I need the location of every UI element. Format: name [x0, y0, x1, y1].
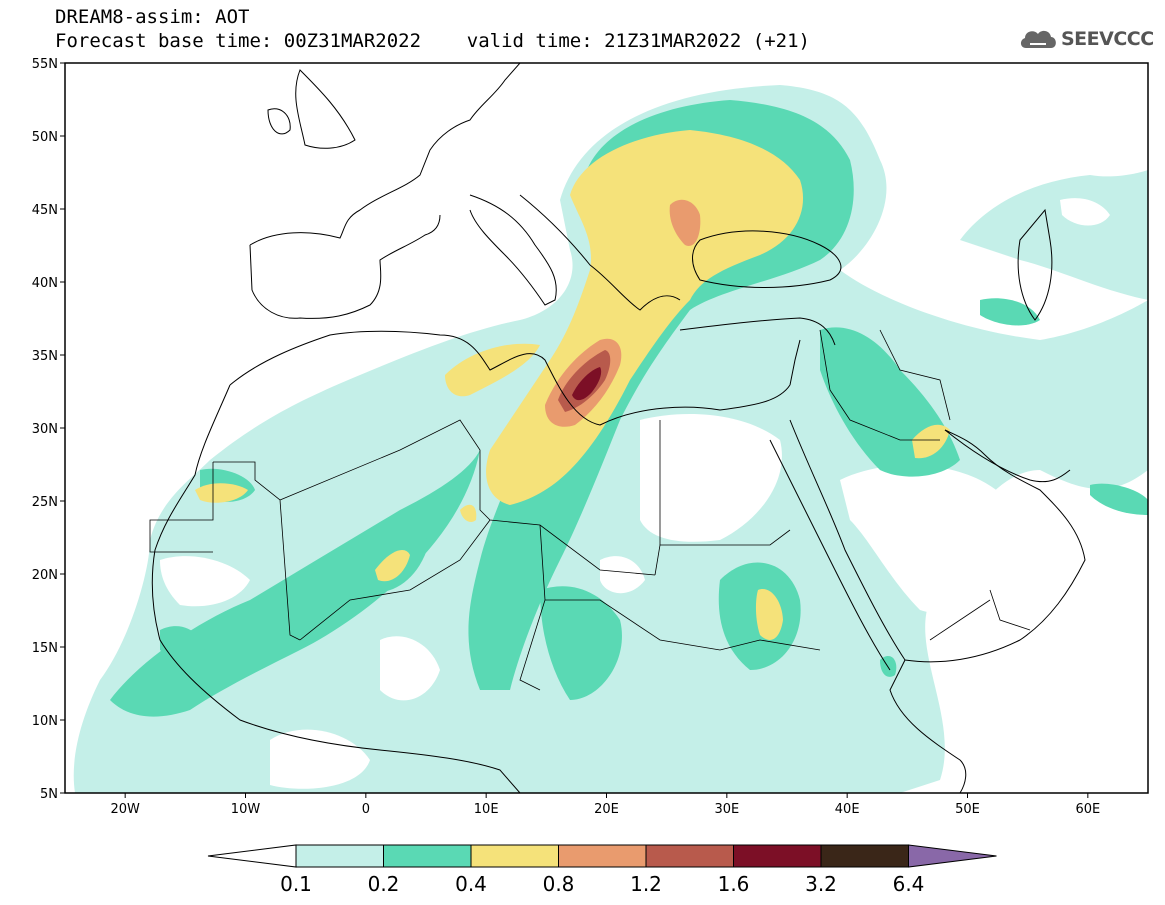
colorbar-label: 0.4 — [455, 872, 487, 896]
colorbar-label: 0.2 — [368, 872, 400, 896]
lat-tick-label: 45N — [32, 203, 58, 218]
longitude-axis: 20W 10W 0 10E 20E 30E 40E 50E 60E — [110, 793, 1100, 817]
lon-tick-label: 30E — [714, 802, 739, 817]
lon-tick-label: 60E — [1075, 802, 1100, 817]
colorbar-label: 3.2 — [805, 872, 837, 896]
lon-tick-label: 10E — [474, 802, 499, 817]
latitude-axis: 55N 50N 45N 40N 35N 30N 25N 20N 15N 10N 5N — [32, 57, 65, 802]
lat-tick-label: 10N — [32, 714, 58, 729]
lon-tick-label: 50E — [955, 802, 980, 817]
aot-level-1.6 — [572, 367, 602, 401]
lon-tick-label: 10W — [231, 802, 261, 817]
country-borders — [149, 329, 1031, 691]
aot-field — [73, 85, 1148, 793]
colorbar-segment — [295, 844, 384, 868]
cloud-icon — [1020, 30, 1056, 48]
lat-tick-label: 15N — [32, 641, 58, 656]
map-title: DREAM8-assim: AOT — [55, 6, 250, 28]
colorbar-label: 1.6 — [718, 872, 750, 896]
lat-tick-label: 40N — [32, 276, 58, 291]
colorbar-segment — [470, 844, 559, 868]
colorbar: 0.1 0.2 0.4 0.8 1.2 1.6 3.2 6.4 — [207, 844, 997, 896]
colorbar-segment — [733, 844, 822, 868]
colorbar-segment — [558, 844, 647, 868]
lon-tick-label: 20E — [594, 802, 619, 817]
lon-tick-label: 0 — [362, 802, 370, 817]
lat-tick-label: 35N — [32, 349, 58, 364]
lat-tick-label: 5N — [40, 787, 58, 802]
colorbar-arrow-high — [908, 844, 997, 868]
lat-tick-label: 20N — [32, 568, 58, 583]
colorbar-arrow-low — [207, 844, 297, 868]
colorbar-label: 0.1 — [280, 872, 312, 896]
coastlines — [151, 63, 1086, 793]
colorbar-label: 6.4 — [893, 872, 925, 896]
aot-clear-areas — [160, 198, 1110, 789]
lat-tick-label: 25N — [32, 495, 58, 510]
lat-tick-label: 50N — [32, 130, 58, 145]
colorbar-segment — [820, 844, 909, 868]
colorbar-label: 0.8 — [543, 872, 575, 896]
colorbar-segment — [383, 844, 472, 868]
forecast-time-line: Forecast base time: 00Z31MAR2022 valid t… — [55, 30, 810, 52]
lon-tick-label: 40E — [835, 802, 860, 817]
seevccc-logo: SEEVCCC — [1061, 28, 1154, 50]
lon-tick-label: 20W — [110, 802, 140, 817]
colorbar-segment — [645, 844, 734, 868]
lat-tick-label: 55N — [32, 57, 58, 72]
colorbar-label: 1.2 — [630, 872, 662, 896]
lat-tick-label: 30N — [32, 422, 58, 437]
